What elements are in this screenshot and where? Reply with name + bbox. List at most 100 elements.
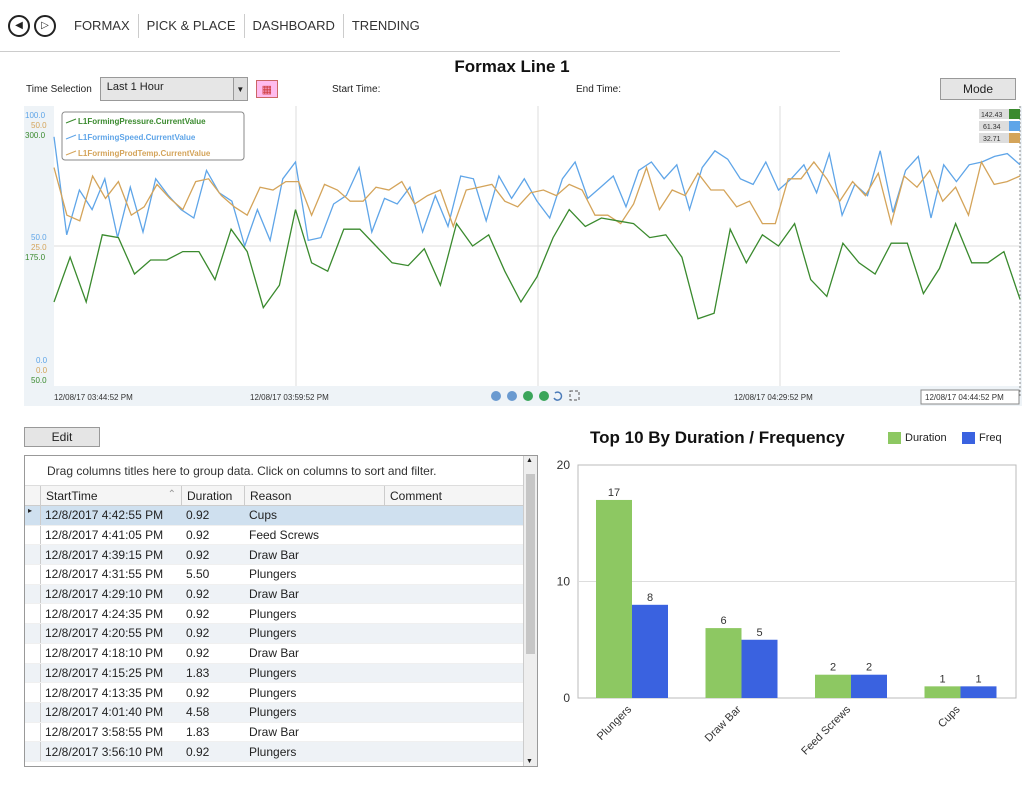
table-cell: 12/8/2017 4:41:05 PM [45, 528, 164, 543]
bar-duration [596, 499, 632, 698]
table-cell: Feed Screws [249, 528, 320, 543]
table-row[interactable]: 12/8/2017 4:31:55 PM 5.50 Plungers [25, 565, 537, 585]
row-indicator: ▸ [25, 506, 41, 525]
scroll-up-icon[interactable]: ▲ [526, 457, 533, 464]
table-row[interactable]: 12/8/2017 4:18:10 PM 0.92 Draw Bar [25, 643, 537, 664]
chevron-down-icon[interactable]: ▼ [232, 78, 247, 100]
table-row[interactable]: 12/8/2017 4:41:05 PM 0.92 Feed Screws [25, 525, 537, 546]
table-cell: 12/8/2017 4:18:10 PM [45, 646, 164, 661]
table-cell: 0.92 [186, 626, 210, 641]
zoom-out-icon[interactable] [491, 391, 501, 401]
table-row[interactable]: 12/8/2017 4:20:55 PM 0.92 Plungers [25, 624, 537, 644]
series-pressure-line [53, 208, 1021, 320]
table-row[interactable]: 12/8/2017 3:58:55 PM 1.83 Draw Bar [25, 722, 537, 743]
table-cell: 12/8/2017 4:15:25 PM [45, 665, 164, 680]
table-row[interactable]: 12/8/2017 4:01:40 PM 4.58 Plungers [25, 702, 537, 723]
table-cell: 0.92 [186, 646, 210, 661]
table-cell: Plungers [249, 744, 297, 759]
table-cell: Draw Bar [249, 587, 300, 602]
column-header-reason[interactable]: Reason [245, 486, 385, 505]
table-cell: Draw Bar [249, 724, 300, 739]
axis-label-temp-mid: 25.0 [31, 243, 47, 252]
column-header-starttime-label: StartTime [46, 489, 98, 503]
table-row[interactable]: 12/8/2017 4:24:35 PM 0.92 Plungers [25, 604, 537, 625]
x-tick-label: Plungers [595, 703, 635, 743]
zoom-in-icon[interactable] [507, 391, 517, 401]
current-value-box-pressure [979, 109, 1009, 119]
forward-icon[interactable]: ▷ [34, 14, 56, 37]
table-cell: Plungers [249, 665, 297, 680]
sort-icon[interactable]: ⌃ [167, 489, 176, 500]
next-icon[interactable] [539, 391, 549, 401]
table-cell: 0.92 [186, 744, 210, 759]
column-header-starttime[interactable]: StartTime ⌃ [41, 486, 182, 505]
downtime-grid: Drag columns titles here to group data. … [24, 455, 538, 767]
fullscreen-icon[interactable] [569, 390, 580, 401]
table-cell: Cups [249, 508, 278, 523]
time-selection-dropdown[interactable]: Last 1 Hour ▼ [99, 77, 248, 101]
current-value-speed: 61.34 [983, 124, 1001, 131]
end-time-label: End Time: [576, 84, 622, 95]
table-cell: 0.92 [186, 547, 210, 562]
table-row[interactable]: 12/8/2017 4:39:15 PM 0.92 Draw Bar [25, 545, 537, 566]
legend-duration-label: Duration [905, 432, 947, 444]
legend-swatch-temp [65, 150, 77, 156]
time-selection-value: Last 1 Hour [106, 81, 164, 93]
scrollbar-thumb[interactable] [526, 474, 535, 654]
trend-svg: 100.0 50.0 300.0 50.0 25.0 175.0 0.0 0.0… [25, 106, 1021, 405]
tab-formax[interactable]: FORMAX [74, 18, 130, 33]
bar-chart-title: Top 10 By Duration / Frequency [590, 428, 845, 447]
column-header-comment[interactable]: Comment [390, 489, 443, 503]
table-row[interactable]: 12/8/2017 4:29:10 PM 0.92 Draw Bar [25, 584, 537, 605]
row-indicator [25, 604, 41, 624]
row-indicator-header [25, 486, 41, 505]
current-value-swatch-temp [1009, 133, 1020, 143]
current-value-swatch-pressure [1009, 109, 1020, 119]
table-cell: 12/8/2017 4:13:35 PM [45, 685, 164, 700]
series-temp-line [53, 160, 1021, 229]
scroll-down-icon[interactable]: ▼ [526, 758, 533, 765]
table-cell: 12/8/2017 3:58:55 PM [45, 724, 164, 739]
time-selection-row: Time Selection Last 1 Hour ▼ ▦ [26, 77, 278, 101]
table-cell: 1.83 [186, 665, 210, 680]
tab-trending[interactable]: TRENDING [342, 13, 428, 38]
table-cell: 4.58 [186, 705, 210, 720]
table-row[interactable]: 12/8/2017 3:56:10 PM 0.92 Plungers [25, 742, 537, 762]
table-cell: 5.50 [186, 567, 210, 582]
grid-header: StartTime ⌃ Duration Reason Comment [25, 486, 537, 506]
tab-dashboard[interactable]: DASHBOARD [243, 13, 343, 38]
current-value-box-speed [979, 121, 1009, 131]
data-label: 8 [647, 592, 653, 604]
axis-label-pressure-mid: 175.0 [25, 253, 46, 262]
trend-chart[interactable]: 100.0 50.0 300.0 50.0 25.0 175.0 0.0 0.0… [24, 106, 1022, 406]
table-cell: 0.92 [186, 508, 210, 523]
table-row[interactable]: ▸ 12/8/2017 4:42:55 PM 0.92 Cups [25, 506, 537, 526]
table-row[interactable]: 12/8/2017 4:13:35 PM 0.92 Plungers [25, 683, 537, 703]
legend-duration[interactable]: Duration [888, 432, 947, 444]
back-icon[interactable]: ◀ [8, 14, 30, 37]
data-label: 6 [720, 615, 726, 627]
x-tick-label: Cups [936, 703, 963, 730]
table-row[interactable]: 12/8/2017 4:15:25 PM 1.83 Plungers [25, 663, 537, 684]
table-cell: 12/8/2017 3:56:10 PM [45, 744, 164, 759]
axis-label-speed-mid: 50.0 [31, 233, 47, 242]
column-header-duration[interactable]: Duration [182, 486, 245, 505]
axis-label-pressure-top: 300.0 [25, 131, 46, 140]
table-cell: 12/8/2017 4:29:10 PM [45, 587, 164, 602]
bar-freq [632, 604, 668, 698]
legend-freq[interactable]: Freq [962, 432, 1002, 444]
mode-button[interactable]: Mode [940, 78, 1016, 100]
legend-speed: L1FormingSpeed.CurrentValue [78, 133, 196, 142]
table-cell: Plungers [249, 606, 297, 621]
refresh-icon[interactable] [553, 391, 563, 401]
legend-freq-label: Freq [979, 432, 1002, 444]
row-indicator [25, 624, 41, 643]
play-icon[interactable] [523, 391, 533, 401]
calendar-icon[interactable]: ▦ [255, 80, 278, 98]
tab-pick-place[interactable]: PICK & PLACE [137, 13, 244, 38]
table-cell: Draw Bar [249, 646, 300, 661]
start-time-label: Start Time: [332, 84, 381, 95]
row-indicator [25, 565, 41, 584]
edit-button[interactable]: Edit [24, 427, 100, 447]
grid-scrollbar[interactable]: ▲ ▼ [523, 456, 537, 766]
